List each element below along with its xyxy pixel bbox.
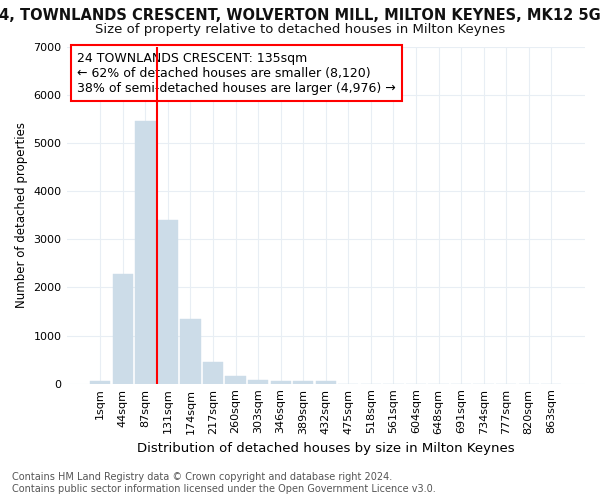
Bar xyxy=(226,376,246,384)
Bar xyxy=(203,362,223,384)
Bar xyxy=(271,381,291,384)
Bar xyxy=(316,381,336,384)
Bar xyxy=(248,380,268,384)
Bar xyxy=(113,274,133,384)
Bar xyxy=(181,318,200,384)
Bar xyxy=(293,381,313,384)
Text: 24, TOWNLANDS CRESCENT, WOLVERTON MILL, MILTON KEYNES, MK12 5GS: 24, TOWNLANDS CRESCENT, WOLVERTON MILL, … xyxy=(0,8,600,22)
Y-axis label: Number of detached properties: Number of detached properties xyxy=(15,122,28,308)
Bar xyxy=(135,121,155,384)
Bar xyxy=(158,220,178,384)
X-axis label: Distribution of detached houses by size in Milton Keynes: Distribution of detached houses by size … xyxy=(137,442,515,455)
Bar xyxy=(90,381,110,384)
Text: Contains HM Land Registry data © Crown copyright and database right 2024.
Contai: Contains HM Land Registry data © Crown c… xyxy=(12,472,436,494)
Text: Size of property relative to detached houses in Milton Keynes: Size of property relative to detached ho… xyxy=(95,22,505,36)
Text: 24 TOWNLANDS CRESCENT: 135sqm
← 62% of detached houses are smaller (8,120)
38% o: 24 TOWNLANDS CRESCENT: 135sqm ← 62% of d… xyxy=(77,52,395,94)
